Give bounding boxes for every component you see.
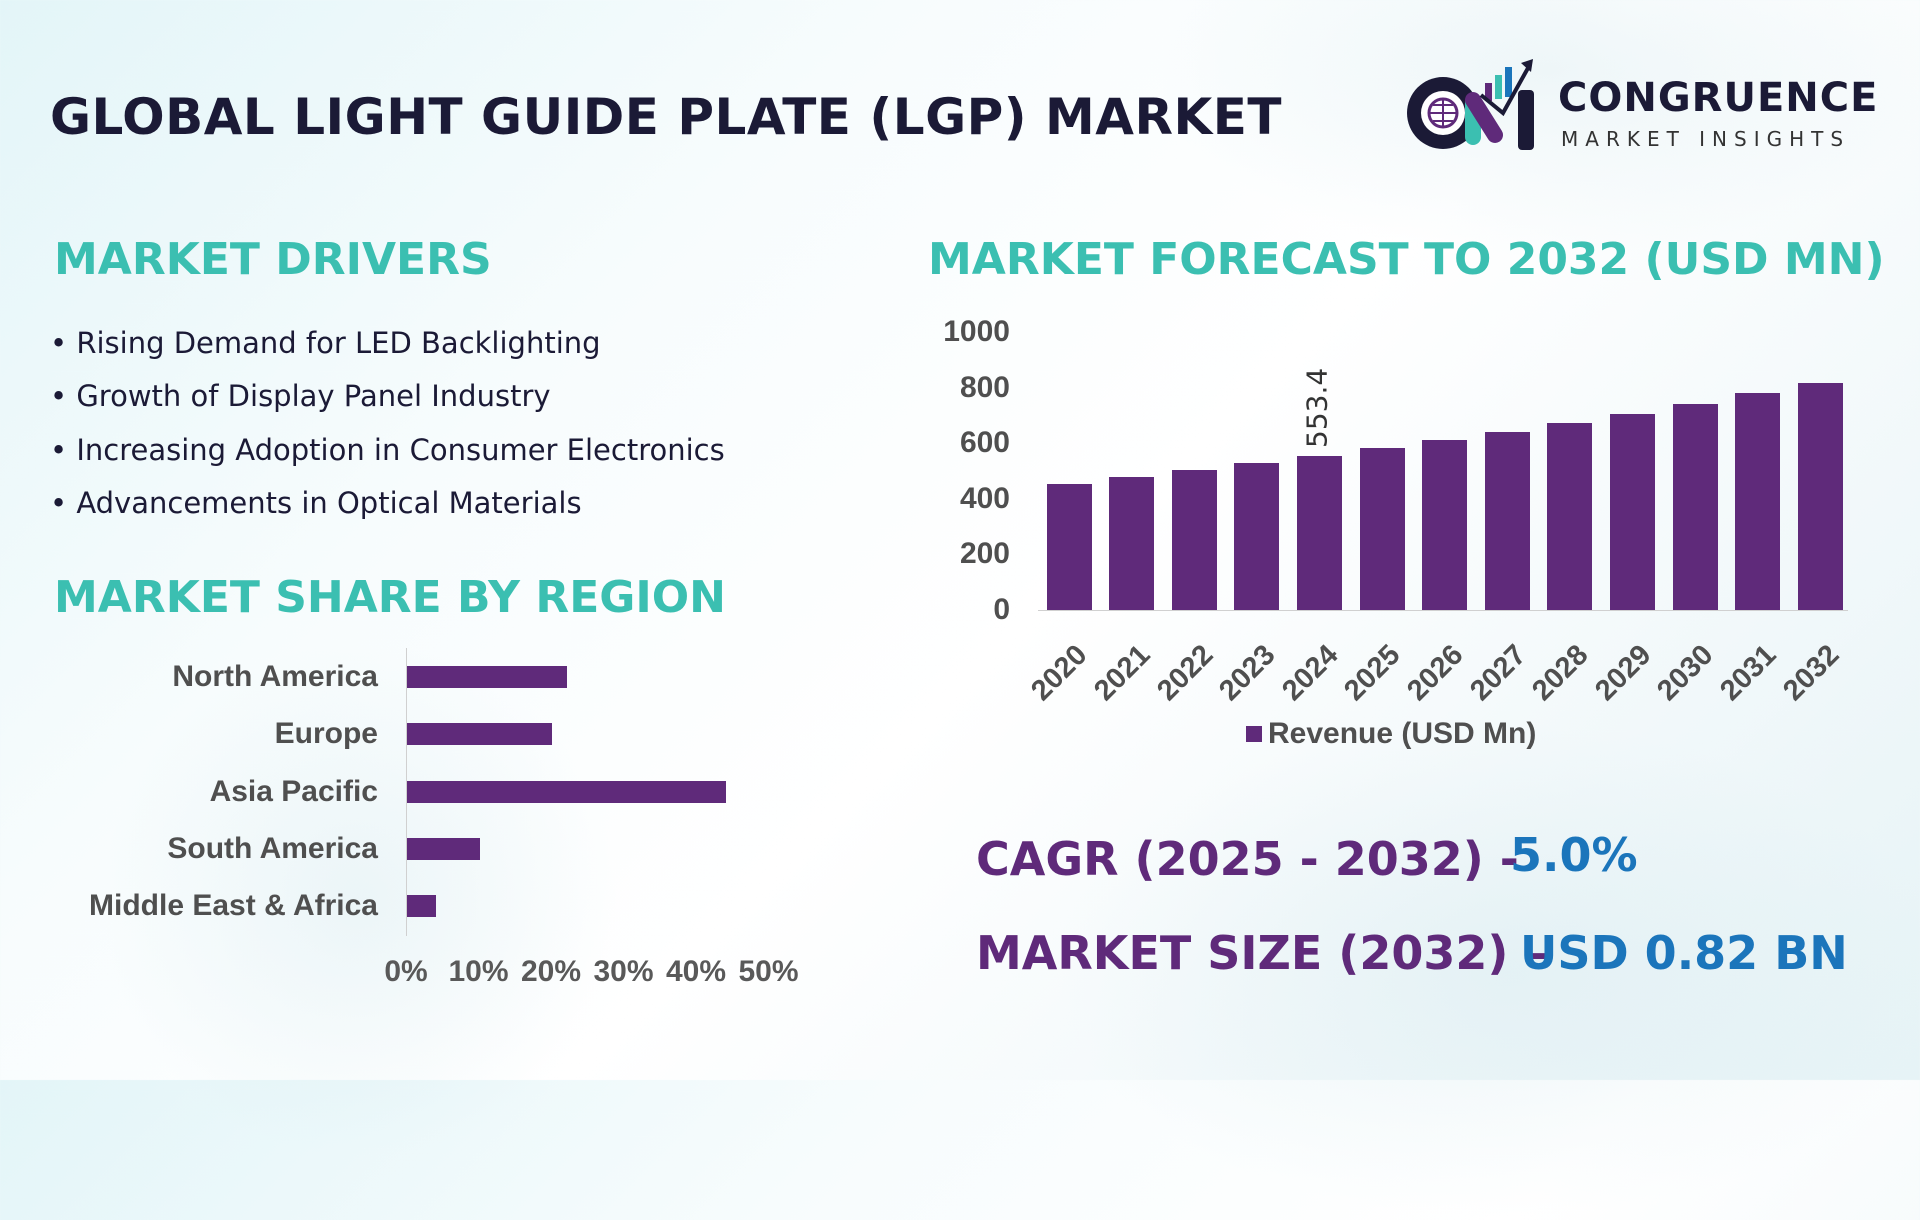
forecast-bar <box>1422 440 1468 610</box>
forecast-bar <box>1109 477 1155 610</box>
region-label: Europe <box>274 717 378 751</box>
forecast-bar <box>1359 448 1405 610</box>
forecast-bar <box>1735 393 1781 610</box>
y-tick-label: 800 <box>959 370 1010 404</box>
x-tick-label: 2021 <box>1088 638 1157 708</box>
x-tick-label: 2023 <box>1213 638 1282 708</box>
region-label: Asia Pacific <box>209 774 378 808</box>
x-tick-label: 10% <box>448 955 509 988</box>
forecast-axis-line <box>1038 610 1848 611</box>
market-size-label: MARKET SIZE (2032) – <box>976 926 1548 980</box>
driver-item: • Advancements in Optical Materials <box>50 486 582 520</box>
forecast-chart-title: MARKET FORECAST TO 2032 (USD MN) <box>928 234 1885 285</box>
x-tick-label: 2022 <box>1150 638 1220 708</box>
x-tick-label: 2029 <box>1589 638 1658 708</box>
forecast-bar <box>1046 483 1092 610</box>
x-tick-label: 2026 <box>1401 638 1470 708</box>
logo-mark-icon <box>1407 59 1534 150</box>
forecast-bar <box>1484 431 1530 610</box>
forecast-bar <box>1609 413 1655 610</box>
cagr-label: CAGR (2025 - 2032) - <box>976 832 1519 886</box>
driver-item: • Increasing Adoption in Consumer Electr… <box>50 433 725 467</box>
data-label: 553.4 <box>1300 367 1334 449</box>
drivers-heading: MARKET DRIVERS <box>54 234 492 285</box>
region-chart-title: MARKET SHARE BY REGION <box>54 572 726 623</box>
x-tick-label: 2030 <box>1651 638 1720 708</box>
region-label: North America <box>172 660 378 693</box>
forecast-bar <box>1672 403 1718 610</box>
x-tick-label: 2032 <box>1776 638 1846 708</box>
x-tick-label: 40% <box>665 955 727 988</box>
y-tick-label: 1000 <box>943 315 1010 348</box>
y-tick-label: 600 <box>959 426 1010 460</box>
region-label: South America <box>167 831 378 865</box>
region-bar <box>407 895 436 918</box>
driver-item: • Growth of Display Panel Industry <box>50 379 551 413</box>
region-bar <box>407 723 552 746</box>
region-bar <box>407 666 567 688</box>
region-label: Middle East & Africa <box>89 889 378 923</box>
cagr-value: 5.0% <box>1510 828 1638 882</box>
x-tick-label: 0% <box>384 955 428 988</box>
region-bar <box>407 837 480 860</box>
x-tick-label: 50% <box>738 955 799 988</box>
x-tick-label: 2020 <box>1025 638 1094 708</box>
x-tick-label: 20% <box>520 955 582 988</box>
region-axis-line <box>406 648 407 936</box>
legend: Revenue (USD Mn) <box>1246 717 1536 751</box>
forecast-bar <box>1296 456 1342 610</box>
logo-tagline: MARKET INSIGHTS <box>1561 127 1851 151</box>
legend-label: Revenue (USD Mn) <box>1268 717 1537 750</box>
page-title: GLOBAL LIGHT GUIDE PLATE (LGP) MARKET <box>50 88 1282 146</box>
y-tick-label: 200 <box>959 537 1010 571</box>
market-size-value: USD 0.82 BN <box>1520 926 1848 980</box>
driver-item: • Rising Demand for LED Backlighting <box>50 326 601 360</box>
x-tick-label: 2028 <box>1526 638 1595 708</box>
x-tick-label: 2031 <box>1714 638 1783 708</box>
x-tick-label: 2024 <box>1276 638 1345 708</box>
forecast-bar <box>1797 382 1843 610</box>
y-tick-label: 0 <box>993 593 1010 626</box>
forecast-bar <box>1234 463 1280 610</box>
region-bar <box>407 780 726 803</box>
legend-swatch <box>1246 726 1262 742</box>
x-tick-label: 2025 <box>1338 638 1407 708</box>
x-tick-label: 2027 <box>1463 638 1533 708</box>
x-tick-label: 30% <box>593 955 654 988</box>
forecast-bar <box>1171 470 1217 610</box>
forecast-bar <box>1547 422 1593 610</box>
y-tick-label: 400 <box>959 481 1010 515</box>
logo: CONGRUENCE MARKET INSIGHTS <box>1403 55 1877 155</box>
logo-name: CONGRUENCE <box>1558 75 1879 121</box>
